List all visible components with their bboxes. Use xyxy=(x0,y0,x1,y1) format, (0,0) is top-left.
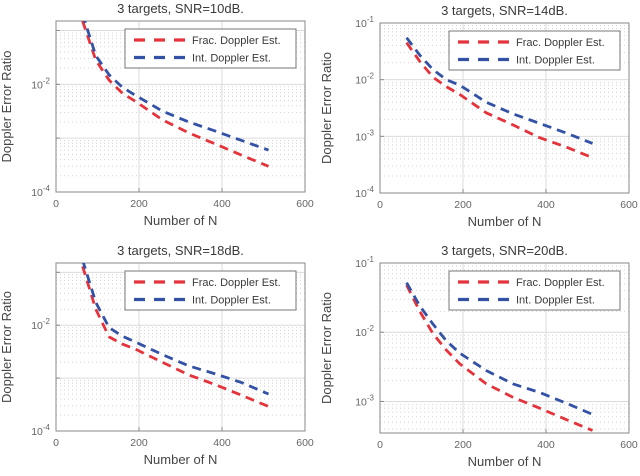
chart-title: 3 targets, SNR=14dB. xyxy=(441,3,568,18)
subplot-snr-20db: 10-1 10-2 10-3 0 200 400 600 3 targets, SNR=20d… xyxy=(320,238,640,476)
legend: Frac. Doppler Est. Int. Doppler Est. xyxy=(124,270,297,311)
chart-canvas: 10-1 10-2 10-3 10-40 200 400 600 3 targets, SNR… xyxy=(320,3,638,229)
x-axis-label: Number of N xyxy=(144,213,218,228)
x-tick-label: 600 xyxy=(296,198,314,210)
x-axis-label: Number of N xyxy=(468,454,542,469)
y-tick-label: 10-2 xyxy=(355,324,374,339)
legend-label-int: Int. Doppler Est. xyxy=(192,53,271,65)
y-tick-label: 10-3 xyxy=(355,128,374,143)
series-line-frac-doppler-est xyxy=(81,265,270,408)
x-tick-label: 200 xyxy=(454,199,472,211)
series-group xyxy=(81,21,270,168)
chart-canvas: 10-2 10-40 200 400 600 3 targets, SNR=10dB. Nu… xyxy=(0,1,314,228)
legend: Frac. Doppler Est. Int. Doppler Est. xyxy=(448,30,621,71)
x-tick-label: 400 xyxy=(537,439,555,451)
y-tick-label: 10-1 xyxy=(355,255,374,270)
y-tick-label: 10-1 xyxy=(355,15,374,30)
y-tick-label: 10-2 xyxy=(31,76,50,91)
legend-box xyxy=(124,28,297,69)
y-tick-label: 10-4 xyxy=(355,185,374,200)
x-tick-label: 600 xyxy=(620,439,638,451)
tick-marks xyxy=(55,29,306,193)
x-tick-label: 200 xyxy=(130,198,148,210)
series-line-int-doppler-est xyxy=(83,21,269,152)
series-group xyxy=(405,282,594,432)
subplot-snr-14db: 10-1 10-2 10-3 10-4 0 200 400 600 3 targets, SNR… xyxy=(320,0,640,238)
legend: Frac. Doppler Est. Int. Doppler Est. xyxy=(124,28,297,69)
series-line-int-doppler-est xyxy=(82,263,270,396)
series-line-int-doppler-est xyxy=(405,282,594,416)
legend-label-frac: Frac. Doppler Est. xyxy=(516,37,605,49)
legend-label-frac: Frac. Doppler Est. xyxy=(192,277,281,289)
series-group xyxy=(81,263,270,408)
tick-marks xyxy=(55,271,306,432)
y-tick-label: 10-4 xyxy=(31,184,50,199)
series-line-frac-doppler-est xyxy=(405,41,594,159)
plot-frame xyxy=(55,262,306,432)
chart-canvas: 10-2 10-40 200 400 600 3 targets, SNR=18dB. Nu… xyxy=(0,243,314,467)
x-tick-label: 200 xyxy=(130,437,148,449)
x-tick-label: 200 xyxy=(454,439,472,451)
y-tick-label: 10-2 xyxy=(355,72,374,87)
x-tick-label: 0 xyxy=(377,199,383,211)
subplot-snr-18db: 10-2 10-4 0 200 400 600 3 targets, SNR=18dB. Nu… xyxy=(0,238,320,476)
legend: Frac. Doppler Est. Int. Doppler Est. xyxy=(448,270,621,311)
plot-frame xyxy=(55,20,306,193)
y-axis-label: Doppler Error Ratio xyxy=(320,292,334,404)
subplot-snr-10db: 10-2 10-4 0 200 400 600 3 targets, SNR=10dB. Nu… xyxy=(0,0,320,238)
series-line-int-doppler-est xyxy=(405,36,594,145)
chart-title: 3 targets, SNR=20dB. xyxy=(441,243,568,258)
legend-box xyxy=(448,30,621,71)
y-axis-label: Doppler Error Ratio xyxy=(320,52,334,164)
legend-label-frac: Frac. Doppler Est. xyxy=(192,35,281,47)
y-axis-label: Doppler Error Ratio xyxy=(0,291,14,403)
y-tick-label: 10-2 xyxy=(31,317,50,332)
legend-label-int: Int. Doppler Est. xyxy=(516,295,595,307)
legend-box xyxy=(124,270,297,311)
legend-label-int: Int. Doppler Est. xyxy=(516,55,595,67)
x-tick-label: 0 xyxy=(53,437,59,449)
x-tick-label: 400 xyxy=(537,199,555,211)
x-tick-label: 400 xyxy=(213,437,231,449)
y-tick-label: 10-4 xyxy=(31,423,50,438)
x-tick-label: 400 xyxy=(213,198,231,210)
y-axis-label: Doppler Error Ratio xyxy=(0,51,14,163)
plot-frame xyxy=(379,22,630,194)
legend-box xyxy=(448,270,621,311)
x-tick-label: 600 xyxy=(296,437,314,449)
series-line-frac-doppler-est xyxy=(405,284,594,432)
tick-marks xyxy=(379,262,630,433)
x-axis-label: Number of N xyxy=(144,452,218,467)
chart-canvas: 10-1 10-2 10-3 0 200 400 600 3 targets, SNR=20d… xyxy=(320,243,638,469)
plot-frame xyxy=(379,262,630,434)
tick-marks xyxy=(379,22,630,194)
x-tick-label: 0 xyxy=(53,198,59,210)
chart-title: 3 targets, SNR=18dB. xyxy=(117,243,244,258)
legend-label-frac: Frac. Doppler Est. xyxy=(516,277,605,289)
series-group xyxy=(405,36,594,159)
x-axis-label: Number of N xyxy=(468,214,542,229)
x-tick-label: 0 xyxy=(377,439,383,451)
legend-label-int: Int. Doppler Est. xyxy=(192,295,271,307)
y-tick-label: 10-3 xyxy=(355,393,374,408)
chart-title: 3 targets, SNR=10dB. xyxy=(117,1,244,16)
x-tick-label: 600 xyxy=(620,199,638,211)
series-line-frac-doppler-est xyxy=(81,21,270,168)
